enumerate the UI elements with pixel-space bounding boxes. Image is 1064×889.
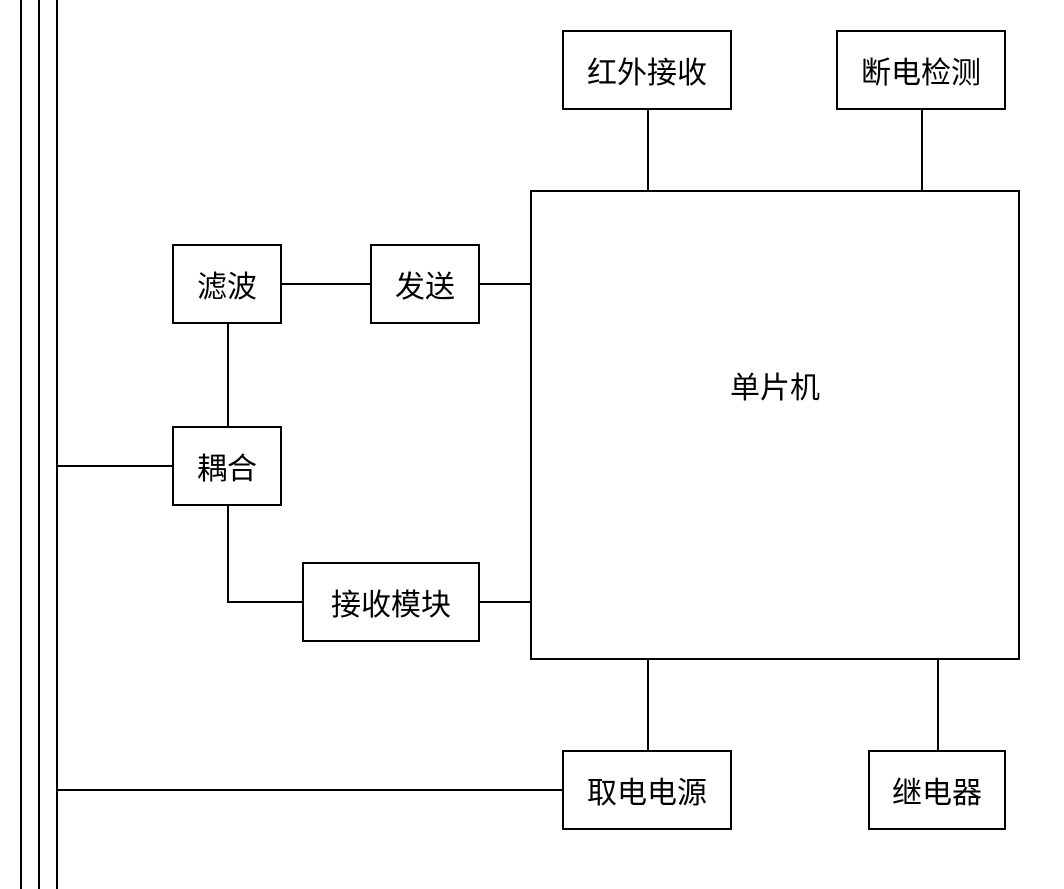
node-relay-label: 继电器 <box>892 768 982 812</box>
edge-filter-coupling <box>227 324 229 426</box>
edge-filter-send <box>282 283 370 285</box>
node-filter: 滤波 <box>172 244 282 324</box>
node-recv_module-label: 接收模块 <box>331 580 451 624</box>
node-power_supply-label: 取电电源 <box>587 768 707 812</box>
edge-mcu-power_supply <box>647 660 649 750</box>
node-mcu-label: 单片机 <box>730 363 820 407</box>
node-relay: 继电器 <box>868 750 1006 830</box>
node-send: 发送 <box>370 244 480 324</box>
rail-line-2 <box>56 0 58 889</box>
node-mcu: 单片机 <box>530 190 1020 660</box>
rail-line-1 <box>38 0 40 889</box>
node-coupling-label: 耦合 <box>197 444 257 488</box>
edge-rails-power_supply <box>56 789 562 791</box>
edge-mcu-relay <box>937 660 939 750</box>
edge-coupling-recv_module <box>227 506 229 601</box>
edge-recv_module-mcu <box>480 601 530 603</box>
edge-ir_receive-mcu <box>647 110 649 190</box>
edge-power_check-mcu <box>921 110 923 190</box>
node-ir_receive: 红外接收 <box>562 30 732 110</box>
node-power_supply: 取电电源 <box>562 750 732 830</box>
node-ir_receive-label: 红外接收 <box>587 48 707 92</box>
rail-line-0 <box>20 0 22 889</box>
edge-send-mcu <box>480 283 530 285</box>
node-send-label: 发送 <box>395 262 455 306</box>
edge-coupling-rails <box>56 465 172 467</box>
node-coupling: 耦合 <box>172 426 282 506</box>
node-power_check-label: 断电检测 <box>861 48 981 92</box>
node-power_check: 断电检测 <box>836 30 1006 110</box>
block-diagram: 红外接收 断电检测滤波 发送耦合接收模块 单片机取电电源 继电器 <box>0 0 1064 889</box>
edge-coupling-recv_module <box>227 601 302 603</box>
node-filter-label: 滤波 <box>197 262 257 306</box>
node-recv_module: 接收模块 <box>302 562 480 642</box>
